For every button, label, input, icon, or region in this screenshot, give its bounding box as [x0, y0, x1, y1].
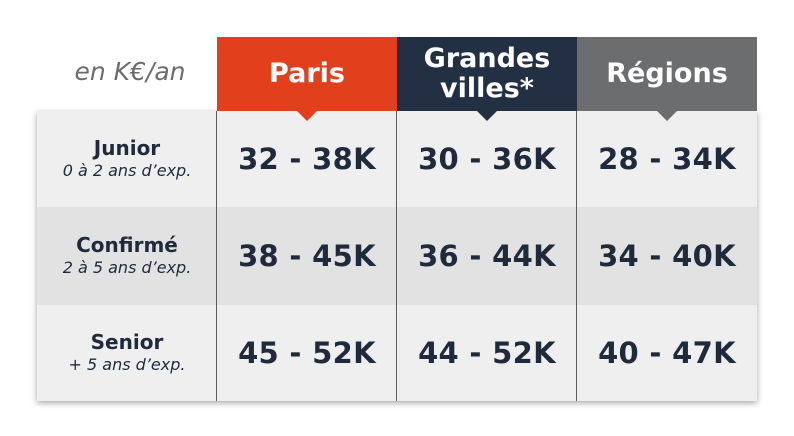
salary-cell: 45 - 52K	[238, 336, 376, 370]
column-divider	[576, 111, 577, 401]
pointer-arrow	[477, 111, 497, 121]
column-header-regions: Régions	[577, 37, 757, 121]
column-divider	[216, 111, 217, 401]
salary-cell: 34 - 40K	[598, 239, 736, 273]
experience-label: 0 à 2 ans d’exp.	[62, 161, 192, 180]
column-header-paris: Paris	[217, 37, 397, 121]
level-label: Junior	[93, 136, 161, 160]
salary-cell: 28 - 34K	[598, 142, 736, 176]
pointer-arrow	[297, 111, 317, 121]
header-label: Paris	[269, 58, 345, 89]
header-label: Grandes	[423, 43, 551, 74]
salary-cell: 38 - 45K	[238, 239, 376, 273]
salary-cell: 36 - 44K	[418, 239, 556, 273]
level-label: Senior	[90, 330, 164, 354]
salary-cell: 40 - 47K	[598, 336, 736, 370]
table-row: Confirmé 2 à 5 ans d’exp. 38 - 45K 36 - …	[37, 207, 757, 305]
salary-cell: 32 - 38K	[238, 142, 376, 176]
experience-label: 2 à 5 ans d’exp.	[62, 258, 192, 277]
pointer-arrow	[657, 111, 677, 121]
column-header-grandes-villes: Grandes villes*	[397, 37, 577, 121]
unit-label: en K€/an	[74, 57, 186, 86]
table-row: Junior 0 à 2 ans d’exp. 32 - 38K 30 - 36…	[37, 111, 757, 207]
header-label: Régions	[606, 58, 728, 89]
level-label: Confirmé	[76, 233, 178, 257]
row-header: Junior 0 à 2 ans d’exp.	[37, 111, 217, 207]
header-label-line2: villes*	[440, 73, 534, 104]
salary-table: Junior 0 à 2 ans d’exp. 32 - 38K 30 - 36…	[37, 111, 757, 401]
row-header: Senior + 5 ans d’exp.	[37, 305, 217, 401]
row-header: Confirmé 2 à 5 ans d’exp.	[37, 207, 217, 305]
table-row: Senior + 5 ans d’exp. 45 - 52K 44 - 52K …	[37, 305, 757, 401]
salary-cell: 44 - 52K	[418, 336, 556, 370]
salary-cell: 30 - 36K	[418, 142, 556, 176]
experience-label: + 5 ans d’exp.	[68, 355, 186, 374]
column-divider	[396, 111, 397, 401]
